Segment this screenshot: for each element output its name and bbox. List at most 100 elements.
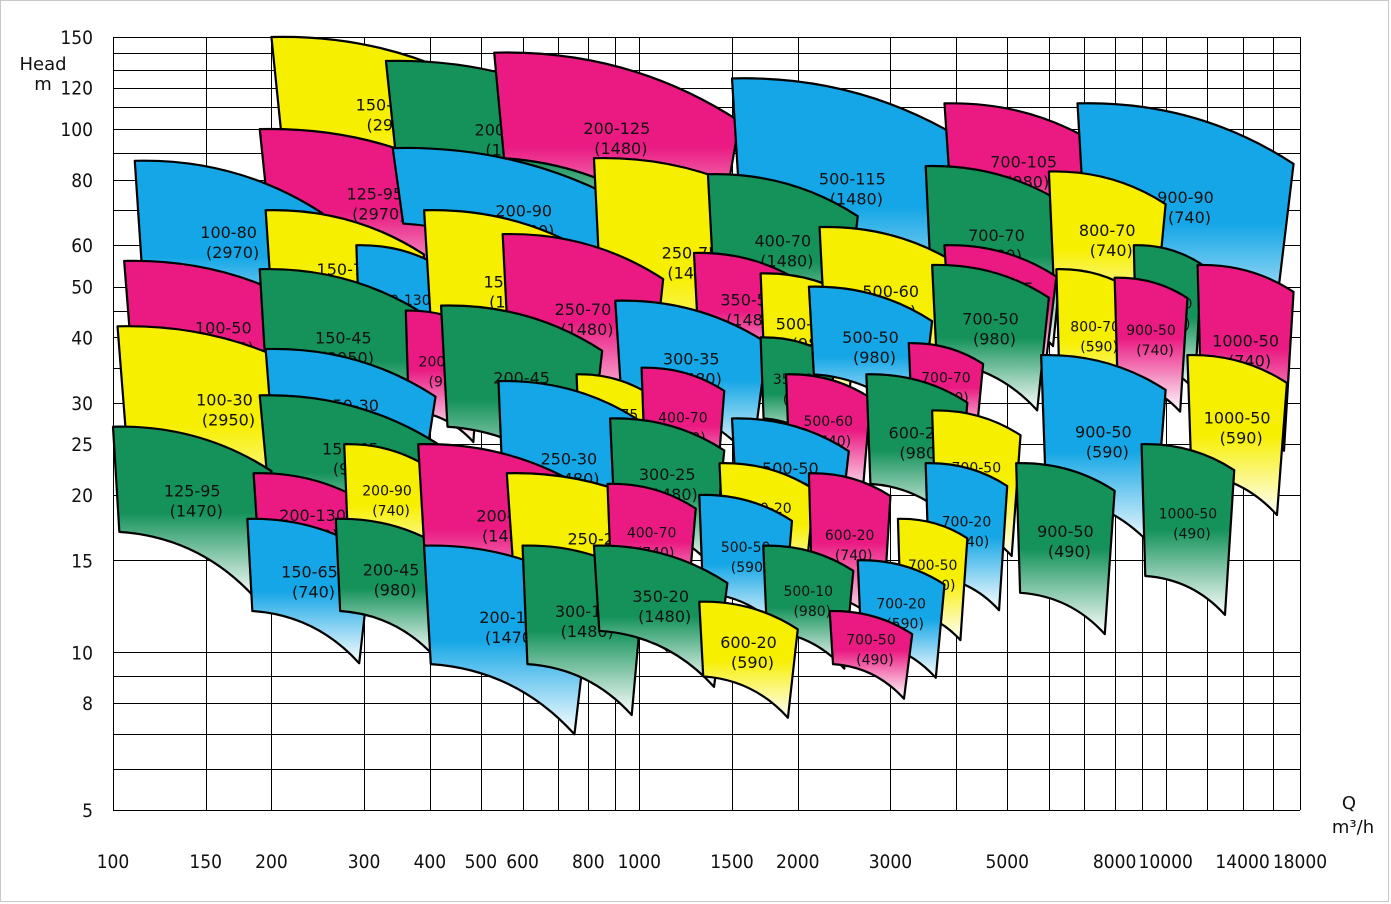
pump-model-label: 500-50 xyxy=(721,540,771,556)
pump-model-label: 500-60 xyxy=(803,414,853,430)
pump-zone-shape xyxy=(1140,443,1236,617)
x-axis-title: Q xyxy=(1342,793,1356,814)
pump-model-label: 150-45 xyxy=(315,328,372,347)
y-axis-title: Head xyxy=(19,54,66,75)
pump-model-label: 700-50 xyxy=(908,558,958,574)
y-tick-label: 15 xyxy=(71,550,93,572)
pump-model-label: 300-35 xyxy=(663,349,720,368)
pump-model-label: 800-70 xyxy=(1079,221,1136,240)
pump-speed-label: (2970) xyxy=(352,205,405,224)
x-tick-label: 150 xyxy=(189,851,222,873)
pump-zone-900-50-490: 900-50(490) xyxy=(1015,462,1116,636)
pump-zone-shape xyxy=(1015,462,1116,636)
pump-model-label: 900-50 xyxy=(1126,323,1176,339)
pump-speed-label: (740) xyxy=(372,503,410,519)
pump-speed-label: (1480) xyxy=(830,189,883,208)
pump-speed-label: (490) xyxy=(1048,542,1091,561)
pump-model-label: 700-70 xyxy=(968,226,1025,245)
pump-speed-label: (590) xyxy=(1086,443,1129,462)
pump-model-label: 500-50 xyxy=(842,328,899,347)
pump-model-label: 700-70 xyxy=(921,371,971,387)
pump-zone-350-20-1480: 350-20(1480) xyxy=(592,544,729,688)
y-tick-label: 150 xyxy=(60,27,93,49)
y-tick-label: 60 xyxy=(71,235,93,257)
x-tick-label: 100 xyxy=(97,851,130,873)
pump-speed-label: (980) xyxy=(853,348,896,367)
axis-labels: Head m Q m³/h xyxy=(19,54,1374,838)
pump-zone-700-20-590: 700-20(590) xyxy=(856,559,946,679)
pump-model-label: 125-95 xyxy=(346,185,403,204)
pump-model-label: 1000-50 xyxy=(1159,506,1218,522)
x-tick-label: 300 xyxy=(348,851,381,873)
y-tick-label: 120 xyxy=(60,78,93,100)
pump-zone-shape xyxy=(698,600,799,719)
x-tick-label: 600 xyxy=(506,851,539,873)
pump-speed-label: (740) xyxy=(1136,343,1174,359)
pump-model-label: 200-125 xyxy=(583,119,650,138)
pump-model-label: 250-30 xyxy=(541,450,598,469)
x-tick-label: 500 xyxy=(465,851,498,873)
pump-speed-label: (490) xyxy=(1173,526,1211,542)
pump-speed-label: (740) xyxy=(292,582,335,601)
pump-zone-700-50-490: 700-50 (490) xyxy=(828,609,914,700)
pump-model-label: 700-50 xyxy=(846,633,896,649)
pump-zone-1000-50-490: 1000-50 (490) xyxy=(1140,443,1236,617)
pump-zone-shape xyxy=(828,609,914,700)
pump-model-label: 600-20 xyxy=(889,424,946,443)
pump-model-label: 900-50 xyxy=(1037,522,1094,541)
pump-model-label: 500-115 xyxy=(819,169,886,188)
pump-speed-label: (590) xyxy=(1080,339,1118,355)
y-tick-label: 8 xyxy=(82,693,93,715)
pump-speed-label: (1470) xyxy=(170,501,223,520)
y-tick-label: 80 xyxy=(71,170,93,192)
pump-model-label: 600-20 xyxy=(720,633,777,652)
pump-speed-label: (2950) xyxy=(202,410,255,429)
pump-speed-label: (740) xyxy=(1168,208,1211,227)
pump-speed-label: (980) xyxy=(973,330,1016,349)
pump-model-label: 400-70 xyxy=(658,410,708,426)
tick-labels: 100 150 200 300 400 500 600 800 1000 1500 2000 3000… xyxy=(60,27,1327,873)
pump-speed-label: (980) xyxy=(899,444,942,463)
x-tick-label: 14000 xyxy=(1215,851,1269,873)
pump-model-label: 400-70 xyxy=(627,526,677,542)
pump-model-label: 200-45 xyxy=(363,561,420,580)
pump-model-label: 700-105 xyxy=(990,153,1057,172)
pump-model-label: 100-50 xyxy=(195,319,252,338)
pump-model-label: 150-65 xyxy=(281,562,338,581)
pump-zone-shape xyxy=(592,544,729,688)
pump-model-label: 350-20 xyxy=(632,587,689,606)
y-tick-label: 50 xyxy=(71,277,93,299)
pump-model-label: 200-15 xyxy=(479,608,536,627)
pump-speed-label: (740) xyxy=(1090,241,1133,260)
x-tick-label: 18000 xyxy=(1273,851,1327,873)
y-tick-label: 25 xyxy=(71,434,93,456)
pump-model-label: 200-90 xyxy=(362,483,412,499)
y-tick-label: 30 xyxy=(71,393,93,415)
pump-zone-125-95-1470: 125-95(1470) xyxy=(111,425,273,600)
pump-model-label: 400-70 xyxy=(754,231,811,250)
pump-speed-label: (1480) xyxy=(760,251,813,270)
pump-speed-label: (2970) xyxy=(206,243,259,262)
x-tick-label: 2000 xyxy=(776,851,820,873)
pump-speed-label: (980) xyxy=(793,604,831,620)
pump-model-label: 200-90 xyxy=(495,202,552,221)
y-axis-unit: m xyxy=(34,74,52,95)
pump-zone-600-20-590: 600-20(590) xyxy=(698,600,799,719)
x-axis-unit: m³/h xyxy=(1332,817,1374,838)
pump-speed-label: (490) xyxy=(856,653,894,669)
pump-speed-label: (1470) xyxy=(485,628,538,647)
x-tick-label: 800 xyxy=(572,851,605,873)
pump-speed-label: (980) xyxy=(374,581,417,600)
y-tick-label: 100 xyxy=(60,119,93,141)
x-tick-label: 1000 xyxy=(618,851,662,873)
pump-speed-label: (1480) xyxy=(594,139,647,158)
x-tick-label: 3000 xyxy=(869,851,913,873)
pump-model-label: 900-50 xyxy=(1075,423,1132,442)
pump-speed-label: (1480) xyxy=(638,607,691,626)
x-tick-label: 400 xyxy=(414,851,447,873)
pump-speed-label: (590) xyxy=(1220,428,1263,447)
pump-model-label: 200-130 xyxy=(279,506,346,525)
y-tick-label: 40 xyxy=(71,327,93,349)
